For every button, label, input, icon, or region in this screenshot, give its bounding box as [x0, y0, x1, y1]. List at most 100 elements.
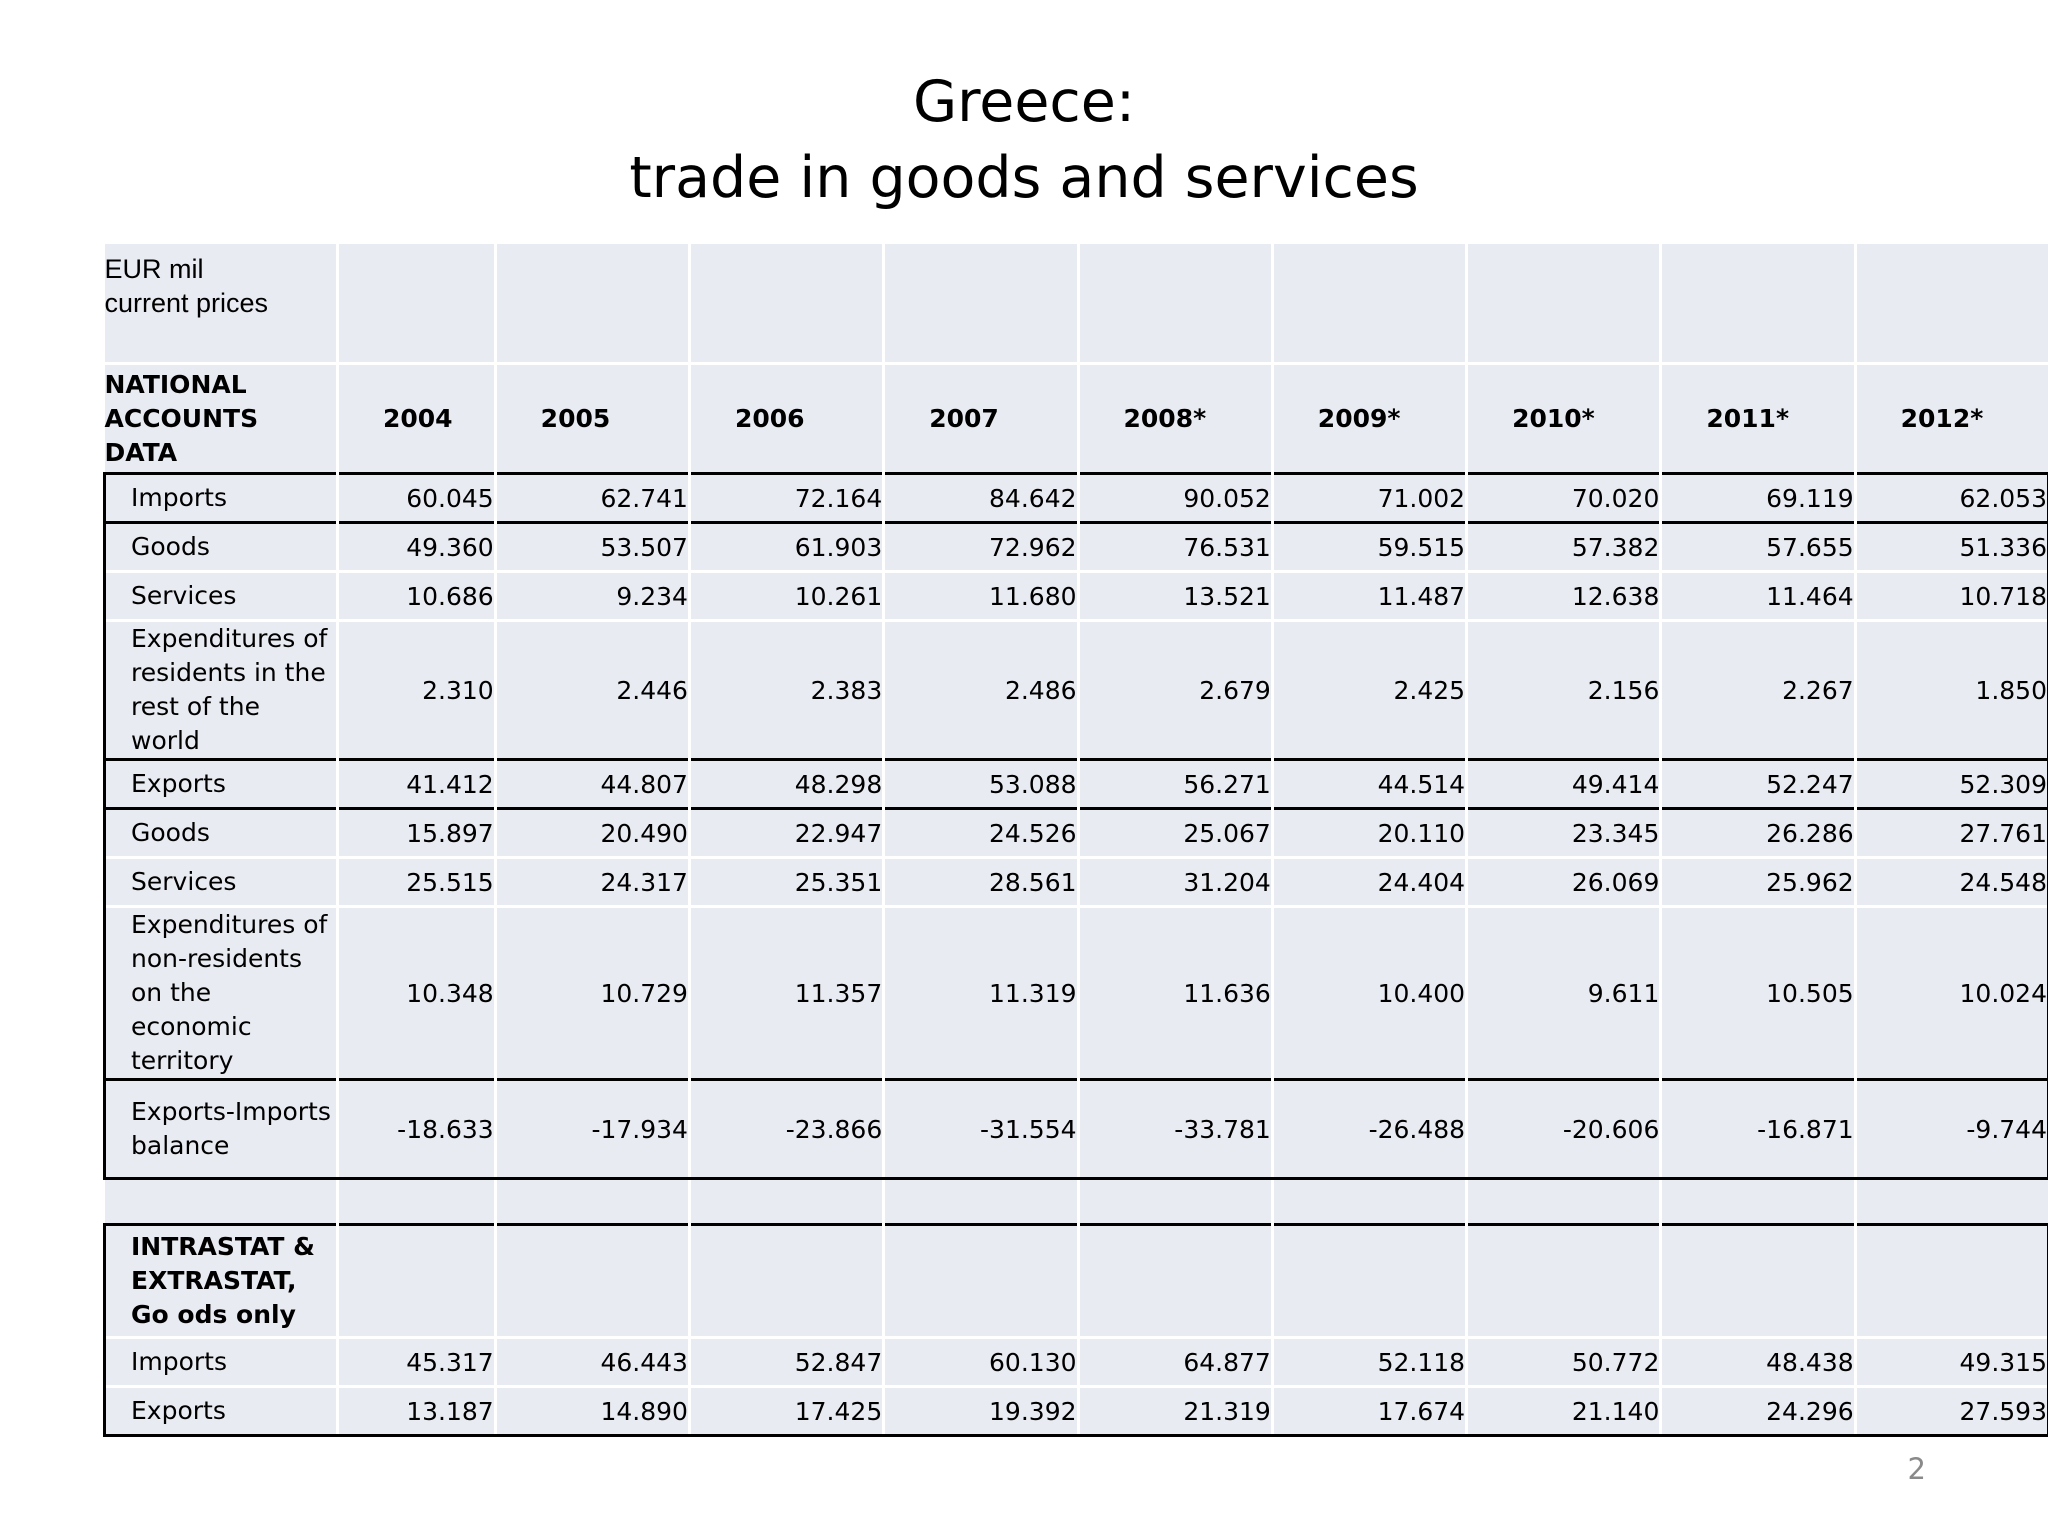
- empty-cell: [1465, 1223, 1661, 1338]
- row-label: Imports: [103, 1336, 338, 1387]
- value-cell: 17.425: [687, 1385, 884, 1437]
- empty-cell: [1853, 1177, 2048, 1225]
- spacer-row: [104, 1177, 2048, 1225]
- unit-line-2: current prices: [104, 288, 269, 318]
- value-cell: 61.903: [687, 521, 884, 572]
- value-cell: 90.052: [1076, 472, 1273, 523]
- value-cell: 11.636: [1076, 905, 1273, 1080]
- value-cell: 64.877: [1076, 1336, 1273, 1387]
- value-cell: 60.045: [335, 472, 496, 523]
- value-cell: 2.383: [687, 619, 884, 760]
- value-cell: 17.674: [1270, 1385, 1467, 1437]
- value-cell: 49.315: [1853, 1336, 2048, 1387]
- row-label: Imports: [103, 472, 338, 523]
- value-cell: 84.642: [882, 472, 1079, 523]
- value-cell: 48.438: [1659, 1336, 1856, 1387]
- value-cell: 24.526: [882, 807, 1079, 858]
- value-cell: 10.729: [493, 905, 690, 1080]
- value-cell: 52.118: [1270, 1336, 1467, 1387]
- empty-cell: [493, 241, 690, 364]
- value-cell: 25.962: [1659, 856, 1856, 907]
- year-header: 2004: [335, 362, 496, 474]
- value-cell: 48.298: [687, 758, 884, 809]
- value-cell: 2.425: [1270, 619, 1467, 760]
- value-cell: 70.020: [1465, 472, 1661, 523]
- value-cell: 10.686: [335, 570, 496, 621]
- year-header: 2006: [687, 362, 884, 474]
- value-cell: -9.744: [1853, 1078, 2048, 1180]
- empty-cell: [335, 241, 496, 364]
- table-row: Exports-Imports balance -18.633 -17.934 -23…: [103, 1078, 2048, 1180]
- slide-title: Greece: trade in goods and services: [0, 64, 2048, 216]
- value-cell: 13.521: [1076, 570, 1273, 621]
- value-cell: 1.850: [1853, 619, 2048, 760]
- value-cell: -20.606: [1465, 1078, 1661, 1180]
- empty-cell: [1270, 1223, 1467, 1338]
- unit-line-1: EUR mil: [104, 254, 204, 284]
- row-label: Goods: [103, 521, 338, 572]
- table-row: Goods 49.360 53.507 61.903 72.962 76.531 59.51…: [103, 521, 2048, 572]
- empty-cell: [1659, 1223, 1856, 1338]
- title-line-2: trade in goods and services: [629, 145, 1419, 211]
- value-cell: 51.336: [1853, 521, 2048, 572]
- empty-cell: [1465, 241, 1661, 364]
- year-header: 2012*: [1853, 362, 2048, 474]
- value-cell: 24.317: [493, 856, 690, 907]
- value-cell: 19.392: [882, 1385, 1079, 1437]
- value-cell: 11.680: [882, 570, 1079, 621]
- value-cell: 24.404: [1270, 856, 1467, 907]
- empty-cell: [493, 1223, 690, 1338]
- value-cell: 59.515: [1270, 521, 1467, 572]
- value-cell: 62.741: [493, 472, 690, 523]
- empty-cell: [1076, 1223, 1273, 1338]
- value-cell: 25.351: [687, 856, 884, 907]
- value-cell: 50.772: [1465, 1336, 1661, 1387]
- value-cell: 12.638: [1465, 570, 1661, 621]
- empty-cell: [1270, 1177, 1467, 1225]
- value-cell: 11.464: [1659, 570, 1856, 621]
- trade-table: EUR mil current prices NATIONAL ACCOUNTS D…: [103, 241, 2048, 1437]
- value-cell: 72.164: [687, 472, 884, 523]
- table-row: Services 10.686 9.234 10.261 11.680 13.521 11.…: [103, 570, 2048, 621]
- value-cell: 2.156: [1465, 619, 1661, 760]
- row-label: Expenditures of non-residents on the eco…: [103, 905, 338, 1080]
- value-cell: 52.309: [1853, 758, 2048, 809]
- year-header: 2008*: [1076, 362, 1273, 474]
- value-cell: 52.247: [1659, 758, 1856, 809]
- year-header: 2007: [882, 362, 1079, 474]
- value-cell: 2.486: [882, 619, 1079, 760]
- unit-row: EUR mil current prices: [104, 241, 2048, 364]
- empty-cell: [1659, 1177, 1856, 1225]
- value-cell: 10.400: [1270, 905, 1467, 1080]
- value-cell: 10.348: [335, 905, 496, 1080]
- table-row: Goods 15.897 20.490 22.947 24.526 25.067 20.11…: [103, 807, 2048, 858]
- table-row: Exports 13.187 14.890 17.425 19.392 21.319 17.…: [103, 1385, 2048, 1437]
- value-cell: 9.234: [493, 570, 690, 621]
- value-cell: 10.718: [1853, 570, 2048, 621]
- empty-cell: [687, 241, 884, 364]
- value-cell: 23.345: [1465, 807, 1661, 858]
- row-label: Goods: [103, 807, 338, 858]
- value-cell: 60.130: [882, 1336, 1079, 1387]
- value-cell: 52.847: [687, 1336, 884, 1387]
- value-cell: 2.446: [493, 619, 690, 760]
- table-body: EUR mil current prices NATIONAL ACCOUNTS D…: [103, 241, 2048, 1437]
- header-row: NATIONAL ACCOUNTS DATA 2004 2005 2006 2007 20…: [104, 362, 2048, 474]
- value-cell: 20.110: [1270, 807, 1467, 858]
- row-label: Expenditures of residents in the rest of…: [103, 619, 338, 760]
- empty-cell: [1076, 1177, 1273, 1225]
- year-header: 2011*: [1659, 362, 1856, 474]
- value-cell: -33.781: [1076, 1078, 1273, 1180]
- value-cell: -26.488: [1270, 1078, 1467, 1180]
- empty-cell: [335, 1177, 496, 1225]
- table-row: Imports 60.045 62.741 72.164 84.642 90.052 71.…: [103, 472, 2048, 523]
- table-row: Expenditures of residents in the rest of…: [103, 619, 2048, 760]
- value-cell: 57.655: [1659, 521, 1856, 572]
- value-cell: 10.261: [687, 570, 884, 621]
- value-cell: 44.807: [493, 758, 690, 809]
- row-label: Services: [103, 570, 338, 621]
- year-header: 2009*: [1270, 362, 1467, 474]
- empty-cell: [882, 1223, 1079, 1338]
- table-row: Services 25.515 24.317 25.351 28.561 31.204 24…: [103, 856, 2048, 907]
- value-cell: 56.271: [1076, 758, 1273, 809]
